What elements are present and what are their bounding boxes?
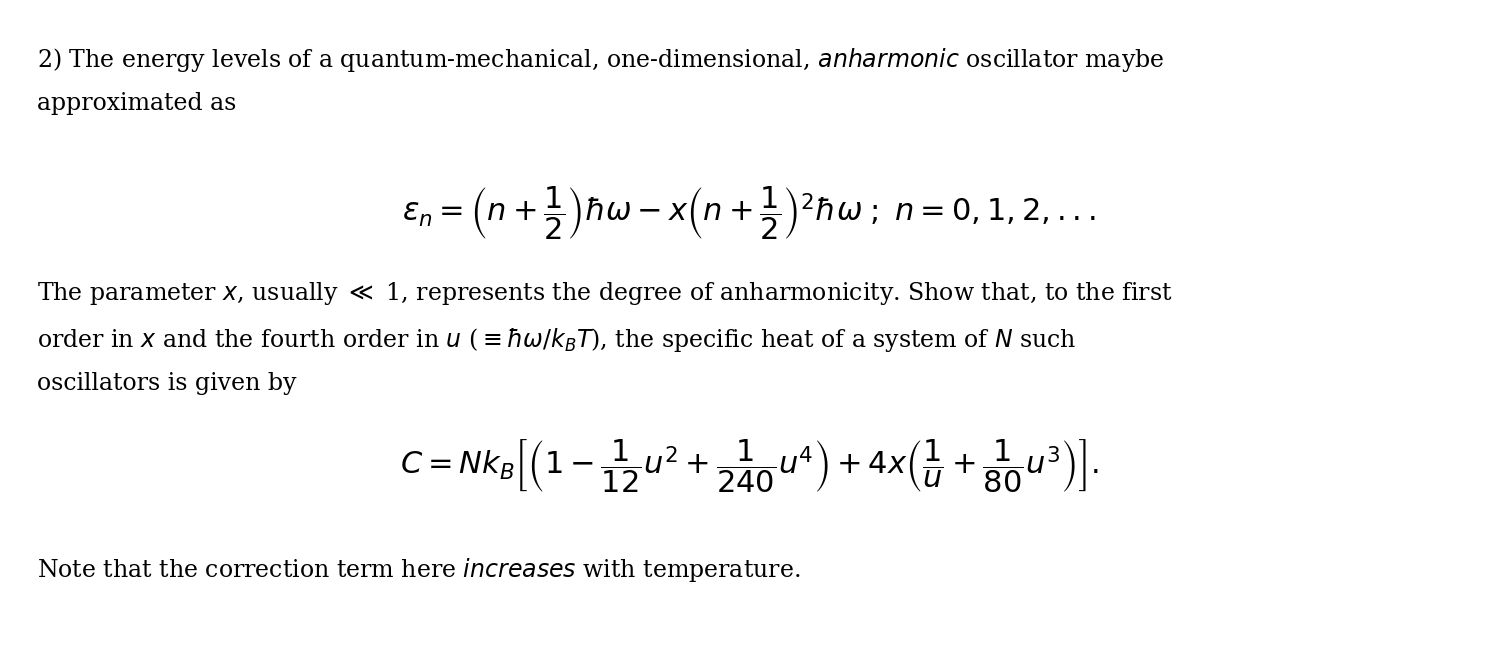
Text: 2) The energy levels of a quantum-mechanical, one-dimensional, $\mathit{anharmon: 2) The energy levels of a quantum-mechan… bbox=[37, 46, 1164, 74]
Text: The parameter $x$, usually $\ll$ 1, represents the degree of anharmonicity. Show: The parameter $x$, usually $\ll$ 1, repr… bbox=[37, 280, 1173, 307]
Text: approximated as: approximated as bbox=[37, 92, 237, 115]
Text: order in $x$ and the fourth order in $u$ ($\equiv \hbar\omega/k_BT$), the specif: order in $x$ and the fourth order in $u$… bbox=[37, 326, 1077, 354]
Text: $\varepsilon_n = \left(n + \dfrac{1}{2}\right)\hbar\omega - x\left(n + \dfrac{1}: $\varepsilon_n = \left(n + \dfrac{1}{2}\… bbox=[401, 184, 1097, 241]
Text: Note that the correction term here $\mathit{increases}$ with temperature.: Note that the correction term here $\mat… bbox=[37, 556, 801, 584]
Text: oscillators is given by: oscillators is given by bbox=[37, 372, 297, 395]
Text: $C = Nk_B\left[\left(1 - \dfrac{1}{12}u^2 + \dfrac{1}{240}u^4\right) + 4x\left(\: $C = Nk_B\left[\left(1 - \dfrac{1}{12}u^… bbox=[400, 438, 1098, 495]
